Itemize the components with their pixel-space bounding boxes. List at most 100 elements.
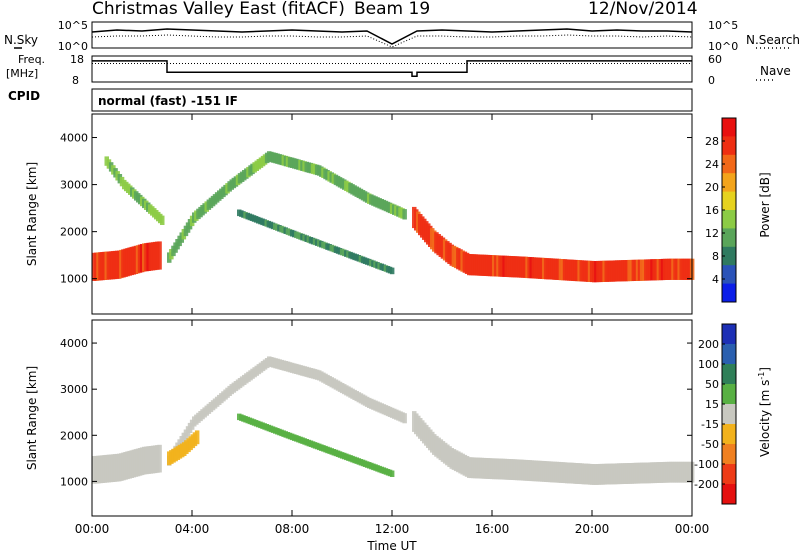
freq-line bbox=[92, 60, 692, 77]
nave-ytick-bottom: 0 bbox=[708, 74, 715, 87]
colorbar-frame bbox=[721, 323, 737, 505]
noise-y2tick-top: 10^5 bbox=[708, 19, 738, 32]
time-axis-label: Time UT bbox=[366, 539, 417, 553]
freq-frame bbox=[91, 55, 693, 83]
nave-label: Nave bbox=[760, 64, 791, 78]
xtick-label: 08:00 bbox=[275, 522, 310, 536]
time-axis: 00:00 04:00 08:00 12:00 16:00 20:00 00:00 bbox=[75, 114, 710, 536]
colorbar-cell bbox=[722, 136, 736, 156]
scatter-band-1-cell bbox=[402, 413, 407, 424]
colorbar-cell bbox=[722, 118, 736, 137]
scatter-band-2-cell bbox=[389, 470, 395, 477]
colorbar-cell bbox=[722, 154, 736, 174]
colorbar-tick-label: 8 bbox=[712, 250, 719, 263]
station-title: Christmas Valley East (fitACF) bbox=[92, 0, 345, 19]
freq-panel: Freq. [MHz] Nave 18 8 60 0 bbox=[6, 53, 791, 87]
date-label: 12/Nov/2014 bbox=[588, 0, 698, 19]
ytick-label: 3000 bbox=[60, 179, 88, 192]
colorbar-tick-label: 4 bbox=[712, 273, 719, 286]
colorbar-tick-label: 24 bbox=[705, 158, 719, 171]
colorbar-tick-label: 20 bbox=[705, 181, 719, 194]
colorbar-cell bbox=[722, 404, 736, 425]
scatter-band-2-cell bbox=[389, 267, 395, 275]
colorbar-cell bbox=[722, 283, 736, 303]
unit-close: ] bbox=[758, 367, 772, 372]
beam-label: Beam 19 bbox=[354, 0, 430, 19]
colorbar-cell bbox=[722, 484, 736, 505]
freq-unit-label: [MHz] bbox=[6, 67, 38, 80]
xtick-label: 16:00 bbox=[475, 522, 510, 536]
colorbar-tick-label: 200 bbox=[698, 338, 719, 351]
cpid-value: normal (fast) -151 IF bbox=[98, 94, 238, 108]
noise-ytick-bottom: 10^0 bbox=[58, 40, 88, 53]
ytick-label: 3000 bbox=[60, 383, 88, 396]
colorbar-cell bbox=[722, 210, 736, 229]
colorbar-tick-label: -200 bbox=[694, 478, 719, 491]
power-colorbar: 4 8 12 16 20 24 28 bbox=[705, 117, 737, 303]
ytick-label: 2000 bbox=[60, 429, 88, 442]
noise-panel: N.Sky N.Search 10^5 10^0 10^5 10^0 bbox=[4, 19, 800, 53]
colorbar-tick-label: 28 bbox=[705, 135, 719, 148]
xtick-label: 12:00 bbox=[375, 522, 410, 536]
cpid-frame bbox=[91, 88, 693, 112]
colorbar-cell bbox=[722, 228, 736, 248]
ytick-label: 4000 bbox=[60, 132, 88, 145]
nsearch-line bbox=[91, 34, 693, 48]
xtick-label: 04:00 bbox=[175, 522, 210, 536]
colorbar-tick-label: 100 bbox=[698, 358, 719, 371]
colorbar-cell bbox=[722, 191, 736, 211]
colorbar-cell bbox=[722, 265, 736, 285]
colorbar-tick-label: 50 bbox=[705, 378, 719, 391]
unit-exponent: -1 bbox=[757, 372, 766, 380]
velocity-panel: Slant Range [km] 1000 2000 3000 4000 200 100… bbox=[25, 319, 772, 517]
colorbar-cell bbox=[722, 344, 736, 365]
colorbar-cell bbox=[722, 246, 736, 266]
xtick-label: 00:00 bbox=[675, 522, 710, 536]
xtick-label: 20:00 bbox=[575, 522, 610, 536]
noise-ytick-top: 10^5 bbox=[58, 19, 88, 32]
colorbar-cell bbox=[722, 173, 736, 193]
scatter-band-1-cell bbox=[402, 209, 407, 220]
ytick-label: 1000 bbox=[60, 273, 88, 286]
colorbar-tick-label: -15 bbox=[701, 418, 719, 431]
scatter-band-4-cell bbox=[160, 215, 165, 225]
scatter-band-0-cell bbox=[157, 241, 162, 270]
velocity-ylabel: Slant Range [km] bbox=[25, 366, 39, 470]
nsky-line bbox=[91, 28, 693, 45]
power-colorbar-title: Power [dB] bbox=[758, 172, 772, 237]
velocity-colorbar-title: Velocity [m s-1] bbox=[757, 367, 772, 457]
colorbar-cell bbox=[722, 384, 736, 405]
xtick-label: 00:00 bbox=[75, 522, 110, 536]
colorbar-cell bbox=[722, 324, 736, 345]
velocity-yticks: 1000 2000 3000 4000 bbox=[60, 337, 692, 488]
power-panel: Slant Range [km] 1000 2000 3000 4000 4 8 12 16… bbox=[25, 113, 772, 315]
ytick-label: 2000 bbox=[60, 226, 88, 239]
power-yticks: 1000 2000 3000 4000 bbox=[60, 132, 692, 286]
noise-y2tick-bottom: 10^0 bbox=[708, 40, 738, 53]
velocity-data bbox=[92, 356, 695, 485]
colorbar-cell bbox=[722, 464, 736, 485]
colorbar-tick-label: -100 bbox=[694, 458, 719, 471]
power-ylabel: Slant Range [km] bbox=[25, 162, 39, 266]
nsky-label: N.Sky bbox=[4, 33, 38, 47]
noise-frame bbox=[91, 21, 693, 49]
nave-ytick-top: 60 bbox=[708, 53, 722, 66]
freq-label: Freq. bbox=[18, 53, 45, 66]
cpid-label: CPID bbox=[8, 89, 40, 103]
colorbar-cell bbox=[722, 364, 736, 385]
freq-ytick-top: 18 bbox=[70, 53, 84, 66]
scatter-band-4-cell bbox=[194, 430, 200, 445]
ytick-label: 4000 bbox=[60, 337, 88, 350]
colorbar-tick-label: 12 bbox=[705, 227, 719, 240]
colorbar-tick-label: 15 bbox=[705, 398, 719, 411]
nsearch-label: N.Search bbox=[746, 33, 800, 47]
ytick-label: 1000 bbox=[60, 475, 88, 488]
colorbar-cell bbox=[722, 444, 736, 465]
velocity-colorbar: 200 100 50 15 -15 -50 -100 -200 bbox=[694, 323, 737, 505]
power-data bbox=[92, 151, 695, 283]
colorbar-tick-label: -50 bbox=[701, 438, 719, 451]
freq-ytick-bottom: 8 bbox=[72, 74, 79, 87]
colorbar-tick-label: 16 bbox=[705, 204, 719, 217]
